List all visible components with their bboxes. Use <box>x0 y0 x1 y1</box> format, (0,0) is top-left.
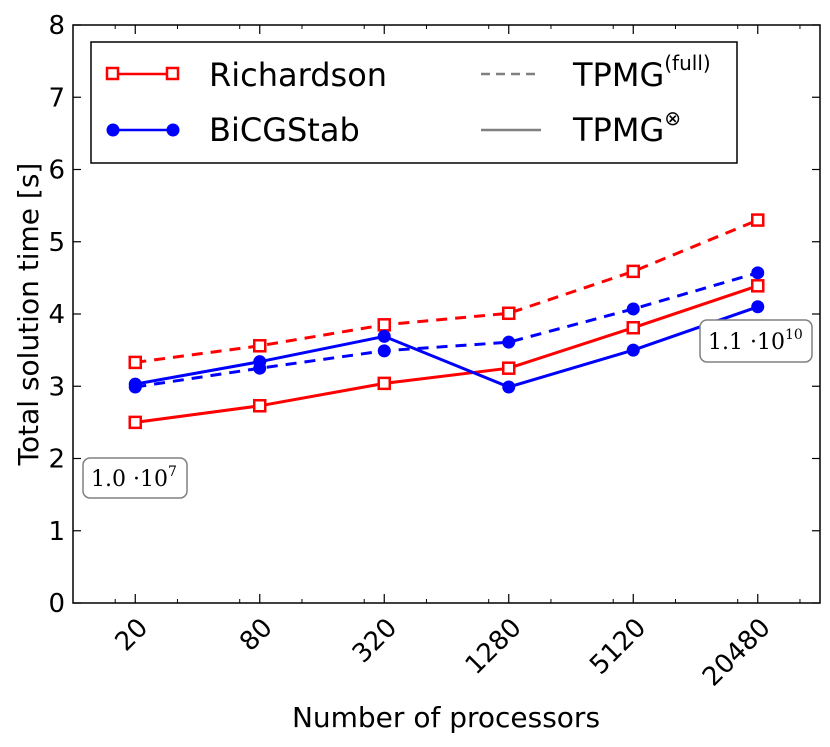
annotation-left: 1.0 ·107 <box>82 457 188 499</box>
legend-tpmg-tensor-base: TPMG <box>572 111 664 149</box>
data-point-richardson-tensor <box>626 320 640 335</box>
x-tick-label: 1280 <box>460 613 528 681</box>
legend-bicgstab-marker <box>106 123 120 137</box>
data-point-bicgstab-tensor <box>751 300 765 314</box>
data-point-richardson-full <box>128 355 142 370</box>
data-point-richardson-full <box>751 213 765 227</box>
y-tick-label: 4 <box>48 300 65 330</box>
legend-richardson-label: Richardson <box>209 56 387 94</box>
data-point-bicgstab-full <box>626 302 640 316</box>
y-axis-label: Total solution time [s] <box>12 163 45 467</box>
annotation-right-times: · <box>743 330 757 355</box>
y-tick-label: 7 <box>48 83 65 113</box>
data-point-bicgstab-full <box>502 335 516 349</box>
series-layer <box>128 213 765 430</box>
data-point-bicgstab-tensor <box>502 380 516 394</box>
legend: Richardson BiCGStab TPMG(full) TPMG⊗ <box>90 41 738 164</box>
y-tick-label: 3 <box>48 372 65 402</box>
data-point-bicgstab-tensor <box>377 329 391 343</box>
y-tick-label: 1 <box>48 517 65 547</box>
legend-tpmg-full-label: TPMG(full) <box>572 51 711 94</box>
x-axis-label: Number of processors <box>292 701 600 734</box>
annotation-left-box <box>82 457 188 499</box>
data-point-bicgstab-tensor <box>626 343 640 357</box>
y-tick-label: 2 <box>48 445 65 475</box>
legend-bicgstab-label: BiCGStab <box>209 111 360 149</box>
legend-bicgstab-marker <box>166 123 180 137</box>
data-point-richardson-tensor <box>128 415 142 430</box>
data-point-richardson-full <box>626 264 640 279</box>
y-tick-label: 0 <box>48 589 65 619</box>
data-point-richardson-tensor <box>253 399 267 413</box>
x-tick-label: 5120 <box>584 613 652 681</box>
annotation-right-mantissa: 1.1 <box>708 330 743 355</box>
legend-richardson-marker <box>105 66 120 81</box>
data-point-bicgstab-full <box>377 344 391 358</box>
annotation-left-times: · <box>126 467 140 492</box>
annotation-left-exponent: 7 <box>168 464 177 480</box>
y-tick-label: 8 <box>48 11 65 41</box>
legend-entry-tpmg-tensor: TPMG⊗ <box>481 106 681 149</box>
annotation-left-base: 10 <box>140 467 168 492</box>
data-point-richardson-full <box>253 339 267 353</box>
x-tick-label: 20480 <box>697 613 777 693</box>
data-point-bicgstab-tensor <box>253 355 267 369</box>
data-point-richardson-tensor <box>377 376 391 391</box>
legend-tpmg-tensor-superscript: ⊗ <box>664 106 681 130</box>
legend-tpmg-full-base: TPMG <box>572 56 664 94</box>
annotation-right: 1.1 ·1010 <box>699 319 813 363</box>
series-line-richardson-full <box>135 218 759 364</box>
legend-tpmg-full-superscript: (full) <box>664 51 710 75</box>
data-point-richardson-full <box>377 318 391 332</box>
legend-tpmg-tensor-label: TPMG⊗ <box>572 106 681 149</box>
legend-entry-tpmg-full: TPMG(full) <box>481 51 711 94</box>
data-point-bicgstab-full <box>751 266 765 280</box>
annotation-right-box <box>699 319 813 363</box>
annotation-right-exponent: 10 <box>785 327 803 343</box>
data-point-richardson-tensor <box>751 279 765 293</box>
data-point-richardson-full <box>502 306 516 321</box>
x-tick-label: 20 <box>110 613 155 658</box>
legend-entry-richardson: Richardson <box>105 56 387 94</box>
data-point-richardson-tensor <box>502 361 516 375</box>
y-tick-label: 6 <box>48 156 65 186</box>
annotation-left-mantissa: 1.0 <box>91 467 126 492</box>
annotation-right-text: 1.1 ·1010 <box>708 327 803 355</box>
legend-box <box>90 41 738 164</box>
annotation-left-text: 1.0 ·107 <box>91 464 177 492</box>
data-point-bicgstab-tensor <box>128 377 142 391</box>
series-line-richardson-tensor <box>135 284 759 424</box>
x-tick-label: 320 <box>347 613 403 669</box>
x-tick-label: 80 <box>234 613 279 658</box>
annotation-right-base: 10 <box>757 330 785 355</box>
legend-richardson-marker <box>165 66 180 81</box>
y-tick-label: 5 <box>48 228 65 258</box>
legend-entry-bicgstab: BiCGStab <box>106 111 360 149</box>
series-line-bicgstab-tensor <box>135 305 759 389</box>
series-line-bicgstab-full <box>135 271 759 389</box>
